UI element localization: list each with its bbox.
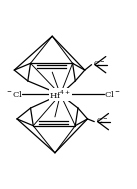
Text: Hf$^{4+}$: Hf$^{4+}$	[49, 88, 71, 101]
Text: Cl$^-$: Cl$^-$	[104, 90, 120, 99]
Text: C$^-$: C$^-$	[96, 117, 109, 126]
Text: C$^-$: C$^-$	[93, 60, 106, 70]
Text: $^-$Cl: $^-$Cl	[5, 90, 23, 99]
